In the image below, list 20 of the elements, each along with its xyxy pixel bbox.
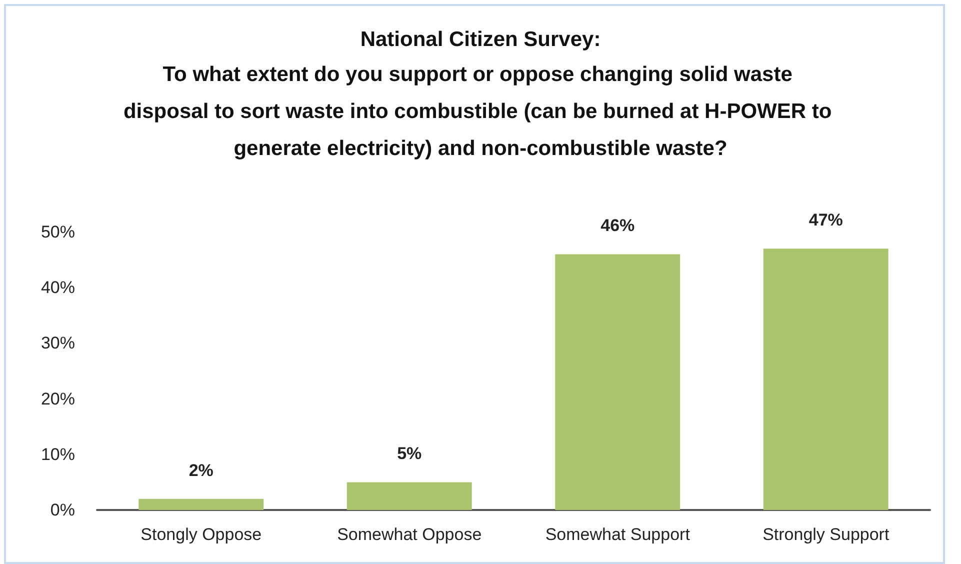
data-label: 5% <box>397 444 422 464</box>
data-label: 46% <box>600 216 635 236</box>
bar <box>138 498 264 510</box>
bar <box>555 254 680 510</box>
y-tick-label: 10% <box>40 444 75 464</box>
y-tick-label: 50% <box>40 222 75 242</box>
y-tick-label: 20% <box>40 389 75 408</box>
x-tick-label: Strongly Support <box>762 525 890 544</box>
y-tick-label: 40% <box>40 278 75 298</box>
chart-title: National Citizen Survey: <box>360 28 601 51</box>
x-tick-label: Somewhat Support <box>545 525 690 544</box>
bar <box>346 482 472 510</box>
y-tick-label: 30% <box>40 334 75 353</box>
x-tick-label: Stongly Oppose <box>140 525 262 544</box>
chart-subtitle: To what extent do you support or oppose changing solid waste disposal to sort waste into combustible (can be burned at H-POWER to generate electricity) and non-combustible waste? <box>123 63 838 160</box>
data-label: 47% <box>808 210 843 230</box>
bar <box>763 248 888 510</box>
x-tick-label: Somewhat Oppose <box>337 525 482 544</box>
data-label: 2% <box>188 460 214 480</box>
y-tick-label: 0% <box>50 500 75 520</box>
